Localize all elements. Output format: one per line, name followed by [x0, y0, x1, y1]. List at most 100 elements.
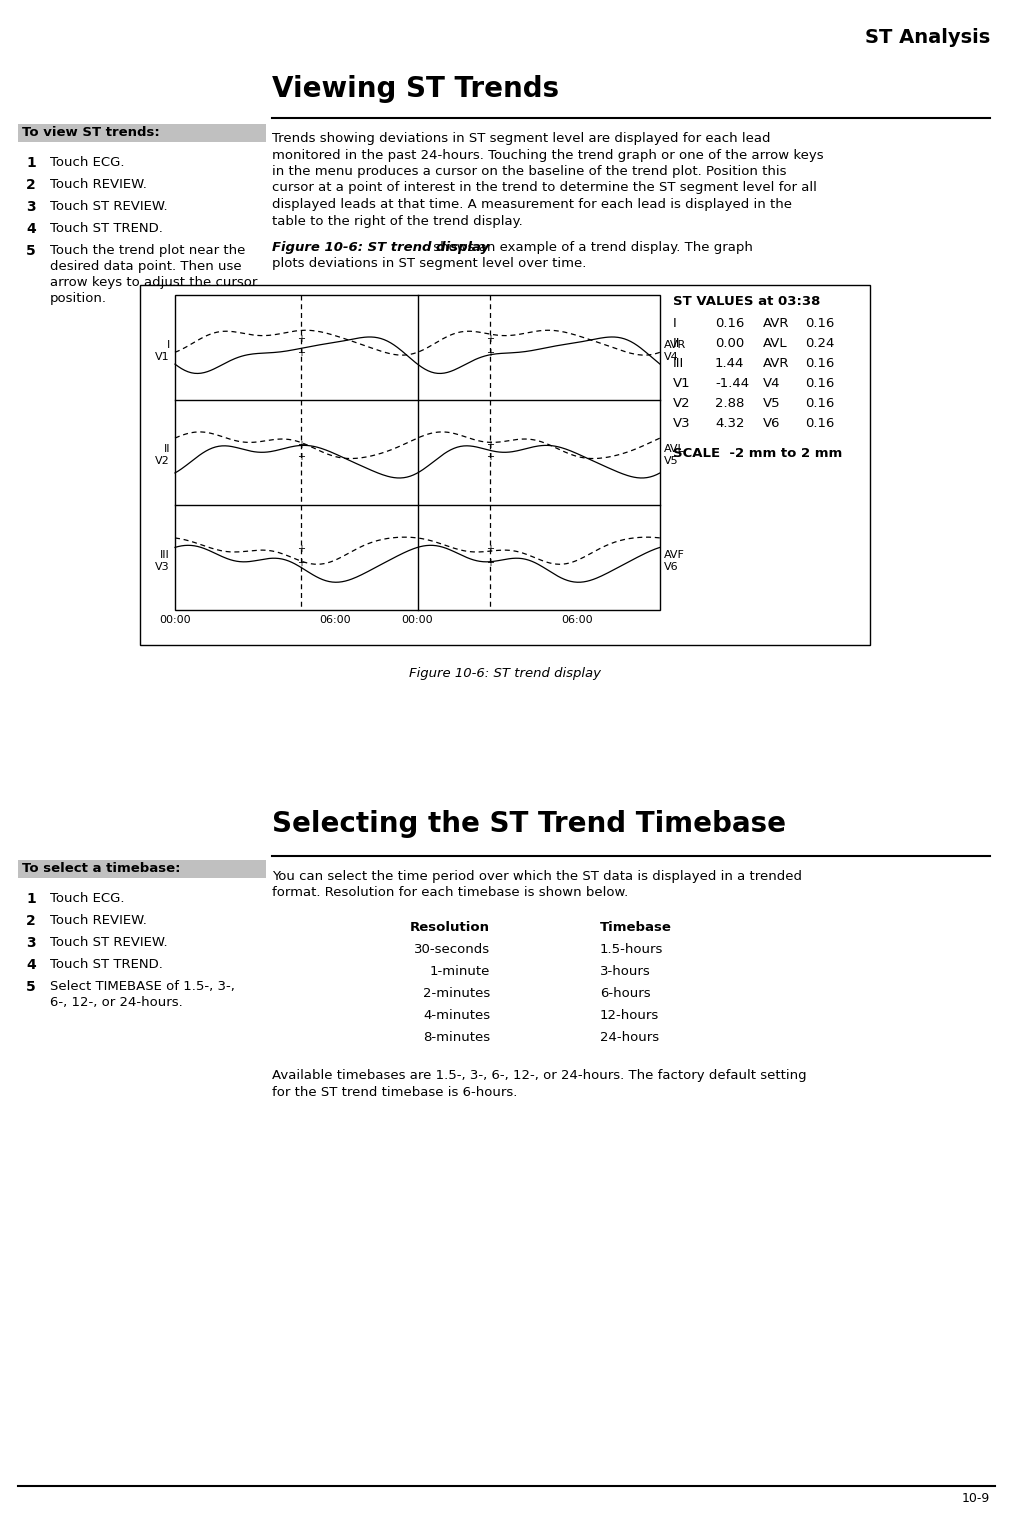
Text: 6-, 12-, or 24-hours.: 6-, 12-, or 24-hours. [50, 996, 182, 1010]
Text: 0.16: 0.16 [805, 317, 835, 330]
Text: for the ST trend timebase is 6-hours.: for the ST trend timebase is 6-hours. [272, 1085, 518, 1099]
Text: II: II [163, 444, 170, 455]
Text: V2: V2 [673, 397, 691, 409]
Text: -1.44: -1.44 [715, 377, 750, 390]
Text: format. Resolution for each timebase is shown below.: format. Resolution for each timebase is … [272, 887, 628, 899]
Text: in the menu produces a cursor on the baseline of the trend plot. Position this: in the menu produces a cursor on the bas… [272, 165, 786, 177]
Text: plots deviations in ST segment level over time.: plots deviations in ST segment level ove… [272, 258, 587, 270]
Text: cursor at a point of interest in the trend to determine the ST segment level for: cursor at a point of interest in the tre… [272, 182, 816, 194]
Text: Touch ST TREND.: Touch ST TREND. [50, 958, 163, 972]
Text: 1.5-hours: 1.5-hours [600, 943, 664, 957]
Text: 0.16: 0.16 [805, 356, 835, 370]
Text: AVR: AVR [763, 356, 789, 370]
Text: 0.16: 0.16 [805, 377, 835, 390]
Text: Touch ST REVIEW.: Touch ST REVIEW. [50, 200, 167, 214]
Text: V1: V1 [673, 377, 691, 390]
Text: II: II [673, 337, 681, 350]
Bar [175, 296, 660, 609]
Text: 10-9: 10-9 [961, 1492, 990, 1505]
Text: 2: 2 [26, 177, 35, 193]
Text: III: III [160, 549, 170, 559]
Text: V5: V5 [763, 397, 781, 409]
Text: Select TIMEBASE of 1.5-, 3-,: Select TIMEBASE of 1.5-, 3-, [50, 979, 235, 993]
Text: 06:00: 06:00 [319, 615, 350, 625]
Text: position.: position. [50, 293, 107, 305]
Text: Touch REVIEW.: Touch REVIEW. [50, 914, 147, 926]
Text: Trends showing deviations in ST segment level are displayed for each lead: Trends showing deviations in ST segment … [272, 132, 771, 146]
Text: V6: V6 [763, 417, 780, 431]
Text: +: + [486, 452, 494, 462]
Text: +: + [297, 347, 305, 358]
Text: +: + [486, 347, 494, 358]
Text: 0.16: 0.16 [805, 397, 835, 409]
Text: +: + [486, 544, 494, 555]
Text: shows an example of a trend display. The graph: shows an example of a trend display. The… [428, 241, 753, 255]
Text: 30-seconds: 30-seconds [414, 943, 490, 957]
Text: +: + [297, 440, 305, 450]
Text: AVR: AVR [664, 340, 686, 350]
Text: 4-minutes: 4-minutes [422, 1010, 490, 1022]
Text: 8-minutes: 8-minutes [422, 1031, 490, 1045]
Text: 2-minutes: 2-minutes [422, 987, 490, 1001]
Text: Figure 10-6: ST trend display: Figure 10-6: ST trend display [272, 241, 489, 255]
Text: Available timebases are 1.5-, 3-, 6-, 12-, or 24-hours. The factory default sett: Available timebases are 1.5-, 3-, 6-, 12… [272, 1069, 806, 1082]
Text: desired data point. Then use: desired data point. Then use [50, 261, 242, 273]
Text: +: + [486, 558, 494, 567]
Text: I: I [167, 340, 170, 350]
Bar [140, 285, 870, 644]
Text: monitored in the past 24-hours. Touching the trend graph or one of the arrow key: monitored in the past 24-hours. Touching… [272, 149, 824, 162]
Text: Touch ECG.: Touch ECG. [50, 891, 125, 905]
Text: Viewing ST Trends: Viewing ST Trends [272, 74, 559, 103]
Text: ST Analysis: ST Analysis [865, 27, 990, 47]
Text: +: + [297, 558, 305, 567]
Text: 24-hours: 24-hours [600, 1031, 659, 1045]
Text: +: + [297, 544, 305, 555]
Text: V6: V6 [664, 561, 679, 572]
Text: 0.16: 0.16 [805, 417, 835, 431]
Text: To select a timebase:: To select a timebase: [22, 863, 180, 875]
Text: V2: V2 [155, 456, 170, 467]
Text: Selecting the ST Trend Timebase: Selecting the ST Trend Timebase [272, 810, 786, 838]
Text: Touch REVIEW.: Touch REVIEW. [50, 177, 147, 191]
Text: 4: 4 [26, 958, 35, 972]
Text: ST VALUES at 03:38: ST VALUES at 03:38 [673, 296, 821, 308]
Text: 2: 2 [26, 914, 35, 928]
Text: Resolution: Resolution [410, 922, 490, 934]
Text: V3: V3 [155, 561, 170, 572]
Text: 00:00: 00:00 [159, 615, 190, 625]
Text: 1: 1 [26, 891, 35, 907]
Text: V3: V3 [673, 417, 691, 431]
Text: AVR: AVR [763, 317, 789, 330]
Text: 3: 3 [26, 200, 35, 214]
Text: V4: V4 [664, 352, 679, 361]
Text: table to the right of the trend display.: table to the right of the trend display. [272, 214, 523, 227]
Text: AVL: AVL [763, 337, 788, 350]
Text: 00:00: 00:00 [402, 615, 434, 625]
Text: 4: 4 [26, 221, 35, 236]
Text: AVF: AVF [664, 549, 685, 559]
Text: 3-hours: 3-hours [600, 966, 650, 978]
Text: Figure 10-6: ST trend display: Figure 10-6: ST trend display [409, 667, 601, 681]
Text: 1.44: 1.44 [715, 356, 745, 370]
Text: Timebase: Timebase [600, 922, 672, 934]
Text: +: + [486, 335, 494, 344]
Bar [18, 124, 266, 143]
Text: You can select the time period over which the ST data is displayed in a trended: You can select the time period over whic… [272, 870, 802, 882]
Text: 5: 5 [26, 244, 35, 258]
Text: To view ST trends:: To view ST trends: [22, 126, 160, 139]
Text: V5: V5 [664, 456, 679, 467]
Text: 4.32: 4.32 [715, 417, 745, 431]
Text: +: + [486, 440, 494, 450]
Text: V4: V4 [763, 377, 780, 390]
Text: Touch ECG.: Touch ECG. [50, 156, 125, 168]
Text: +: + [297, 452, 305, 462]
Text: 0.24: 0.24 [805, 337, 835, 350]
Text: V1: V1 [155, 352, 170, 361]
Text: 5: 5 [26, 979, 35, 994]
Text: SCALE  -2 mm to 2 mm: SCALE -2 mm to 2 mm [673, 447, 842, 459]
Text: 1-minute: 1-minute [430, 966, 490, 978]
Text: I: I [673, 317, 677, 330]
Bar [18, 860, 266, 878]
Text: 3: 3 [26, 935, 35, 951]
Text: 12-hours: 12-hours [600, 1010, 659, 1022]
